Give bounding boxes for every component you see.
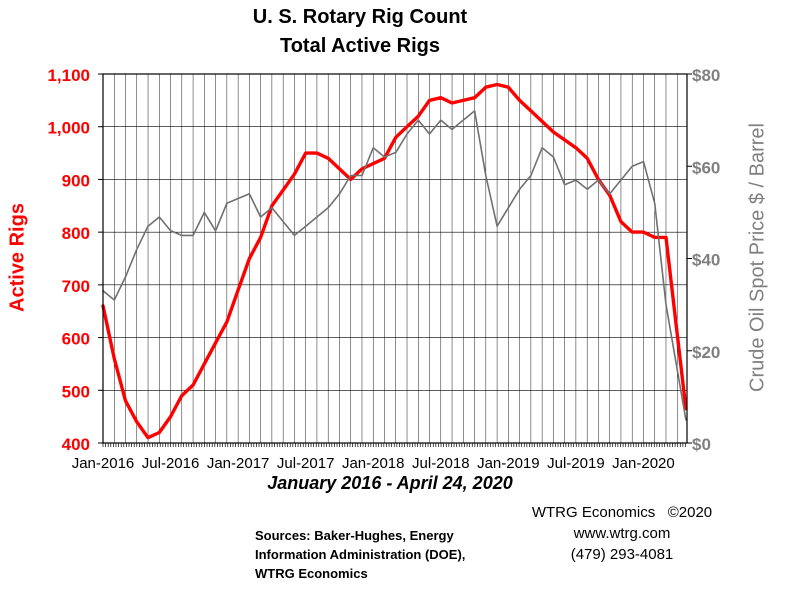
left-tick-label: 1,100 — [47, 66, 90, 85]
x-tick-label: Jul-2017 — [277, 455, 335, 472]
sources-line: Information Administration (DOE), — [255, 547, 466, 562]
left-tick-label: 600 — [62, 330, 90, 349]
rig-count-line — [101, 82, 688, 440]
plot-frame — [102, 73, 688, 444]
right-tick-label: $20 — [692, 343, 720, 362]
plot-frame-outline — [102, 73, 688, 444]
left-tick-label: 500 — [62, 382, 90, 401]
right-tick-label: $80 — [692, 66, 720, 85]
x-tick-label: Jan-2017 — [207, 455, 270, 472]
right-tick-label: $40 — [692, 251, 720, 270]
oil-price-line — [102, 110, 687, 421]
company-phone: (479) 293-4081 — [570, 546, 674, 563]
chart-subtitle: Total Active Rigs — [279, 35, 441, 57]
right-tick-label: $0 — [692, 435, 711, 454]
sources-line: Sources: Baker-Hughes, Energy — [255, 528, 454, 543]
left-tick-label: 1,000 — [47, 119, 90, 138]
period-label: January 2016 - April 24, 2020 — [267, 473, 513, 493]
x-tick-label: Jul-2016 — [142, 455, 200, 472]
sources-line: WTRG Economics — [255, 566, 368, 581]
left-axis-label: Active Rigs — [6, 203, 29, 312]
company-credit: WTRG Economics ©2020 www.wtrg.com (479) … — [517, 502, 727, 565]
left-tick-label: 900 — [62, 171, 90, 190]
left-tick-label: 700 — [62, 277, 90, 296]
sources-note: Sources: Baker-Hughes, Energy Informatio… — [255, 526, 465, 583]
x-tick-label: Jan-2016 — [72, 455, 135, 472]
company-website: www.wtrg.com — [573, 525, 671, 542]
x-tick-label: Jan-2020 — [612, 455, 675, 472]
chart-title: U. S. Rotary Rig Count — [252, 6, 468, 28]
x-tick-label: Jul-2018 — [412, 455, 470, 472]
left-tick-label: 800 — [62, 224, 90, 243]
company-name: WTRG Economics ©2020 — [531, 504, 713, 521]
x-tick-label: Jan-2019 — [477, 455, 540, 472]
right-axis-label: Crude Oil Spot Price $ / Barrel — [746, 123, 769, 392]
right-tick-label: $60 — [692, 158, 720, 177]
x-tick-label: Jul-2019 — [547, 455, 605, 472]
x-tick-label: Jan-2018 — [342, 455, 405, 472]
left-tick-label: 400 — [62, 435, 90, 454]
